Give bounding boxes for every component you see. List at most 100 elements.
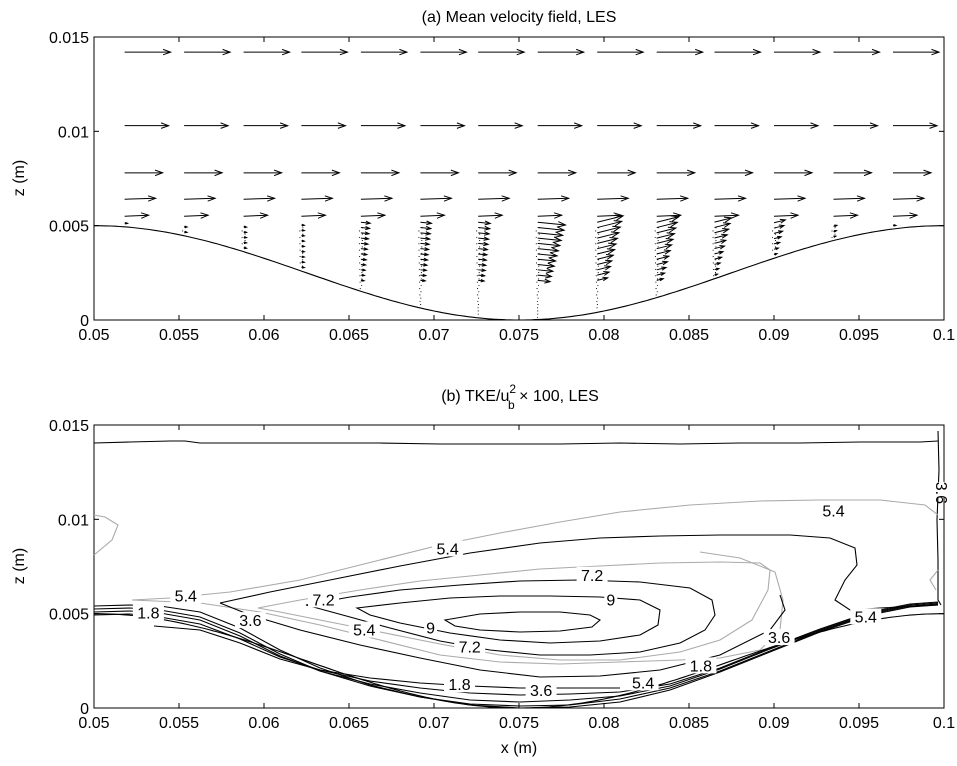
panel-a-ylabel: z (m) — [11, 160, 28, 196]
near-bed-stem-dot — [536, 243, 537, 244]
near-bed-stem-dot — [539, 246, 540, 247]
y-tick-label: 0.015 — [49, 30, 89, 47]
near-bed-stem-dot — [713, 275, 714, 276]
near-bed-stem-dot — [245, 234, 246, 235]
near-bed-stem-dot — [359, 256, 360, 257]
near-bed-stem-dot — [477, 294, 478, 295]
near-bed-stem-dot — [418, 243, 419, 244]
near-bed-stem-dot — [597, 298, 598, 299]
near-bed-stem-dot — [359, 250, 360, 251]
near-bed-stem-dot — [182, 230, 183, 231]
contour-label: 1.8 — [448, 677, 470, 694]
near-bed-stem-dot — [359, 230, 360, 231]
near-bed-stem-dot — [713, 256, 714, 257]
near-bed-stem-dot — [538, 285, 539, 286]
y-tick-label: 0.005 — [49, 219, 89, 236]
x-tick-label: 0.07 — [418, 327, 449, 344]
near-bed-stem-dot — [715, 240, 716, 241]
near-bed-stem-dot — [537, 304, 538, 305]
x-tick-label: 0.055 — [159, 327, 199, 344]
near-bed-stem-dot — [421, 240, 422, 241]
near-bed-stem-dot — [477, 288, 478, 289]
near-bed-stem-dot — [537, 307, 538, 308]
near-bed-stem-dot — [359, 262, 360, 263]
near-bed-stem-dot — [596, 288, 597, 289]
near-bed-stem-dot — [595, 262, 596, 263]
near-bed-stem-dot — [300, 262, 301, 263]
near-bed-stem-dot — [359, 275, 360, 276]
near-bed-stem-dot — [537, 310, 538, 311]
near-bed-stem-dot — [772, 230, 773, 231]
near-bed-stem-dot — [476, 230, 477, 231]
contour-label: 3.6 — [768, 630, 790, 647]
near-bed-stem-dot — [361, 272, 362, 273]
near-bed-stem-dot — [420, 291, 421, 292]
near-bed-stem-dot — [478, 314, 479, 315]
near-bed-stem-dot — [421, 285, 422, 286]
near-bed-stem-dot — [478, 291, 479, 292]
near-bed-stem-dot — [419, 294, 420, 295]
near-bed-stem-dot — [537, 301, 538, 302]
near-bed-stem-dot — [476, 262, 477, 263]
x-tick-label: 0.085 — [669, 715, 709, 732]
near-bed-stem-dot — [419, 288, 420, 289]
y-tick-label: 0 — [80, 313, 89, 330]
near-bed-stem-dot — [478, 304, 479, 305]
near-bed-stem-dot — [655, 237, 656, 238]
near-bed-stem-dot — [536, 262, 537, 263]
x-tick-label: 0.06 — [248, 715, 279, 732]
near-bed-stem-dot — [536, 282, 537, 283]
near-bed-stem-dot — [477, 301, 478, 302]
x-tick-label: 0.09 — [758, 715, 789, 732]
near-bed-stem-dot — [596, 301, 597, 302]
near-bed-stem-dot — [657, 278, 658, 279]
near-bed-stem-dot — [655, 230, 656, 231]
near-bed-stem-dot — [713, 262, 714, 263]
near-bed-stem-dot — [476, 250, 477, 251]
near-bed-stem-dot — [538, 298, 539, 299]
y-tick-label: 0.01 — [58, 124, 89, 141]
x-tick-label: 0.06 — [248, 327, 279, 344]
near-bed-stem-dot — [598, 240, 599, 241]
near-bed-stem-dot — [421, 234, 422, 235]
panel-b-ylabel: z (m) — [11, 548, 28, 584]
x-tick-label: 0.085 — [669, 327, 709, 344]
near-bed-stem-dot — [360, 288, 361, 289]
near-bed-stem-dot — [597, 285, 598, 286]
near-bed-stem-dot — [302, 227, 303, 228]
near-bed-stem-dot — [598, 246, 599, 247]
near-bed-stem-dot — [420, 298, 421, 299]
near-bed-stem-dot — [300, 256, 301, 257]
x-tick-label: 0.065 — [329, 327, 369, 344]
near-bed-stem-dot — [361, 266, 362, 267]
near-bed-stem-dot — [538, 266, 539, 267]
near-bed-stem-dot — [834, 227, 835, 228]
contour-label: 5.4 — [632, 675, 654, 692]
x-tick-label: 0.09 — [758, 327, 789, 344]
near-bed-stem-dot — [539, 234, 540, 235]
near-bed-stem-dot — [595, 237, 596, 238]
near-bed-stem-dot — [772, 243, 773, 244]
near-bed-stem-dot — [299, 230, 300, 231]
near-bed-stem-dot — [597, 307, 598, 308]
near-bed-stem-dot — [713, 250, 714, 251]
near-bed-stem-dot — [775, 234, 776, 235]
contour-label: 3.6 — [239, 613, 261, 630]
near-bed-stem-dot — [655, 262, 656, 263]
near-bed-stem-dot — [536, 269, 537, 270]
panel-a-title: (a) Mean velocity field, LES — [422, 9, 617, 26]
near-bed-stem-dot — [536, 250, 537, 251]
contour-label: 9 — [426, 621, 435, 638]
near-bed-stem-dot — [656, 288, 657, 289]
y-tick-label: 0 — [80, 701, 89, 718]
contour-label: 9 — [606, 592, 615, 609]
near-bed-stem-dot — [419, 282, 420, 283]
contour-label: 5.4 — [855, 609, 877, 626]
near-bed-stem-dot — [362, 234, 363, 235]
near-bed-stem-dot — [772, 250, 773, 251]
near-bed-stem-dot — [657, 272, 658, 273]
near-bed-stem-dot — [539, 240, 540, 241]
near-bed-stem-dot — [715, 234, 716, 235]
near-bed-stem-dot — [715, 246, 716, 247]
near-bed-stem-dot — [478, 307, 479, 308]
